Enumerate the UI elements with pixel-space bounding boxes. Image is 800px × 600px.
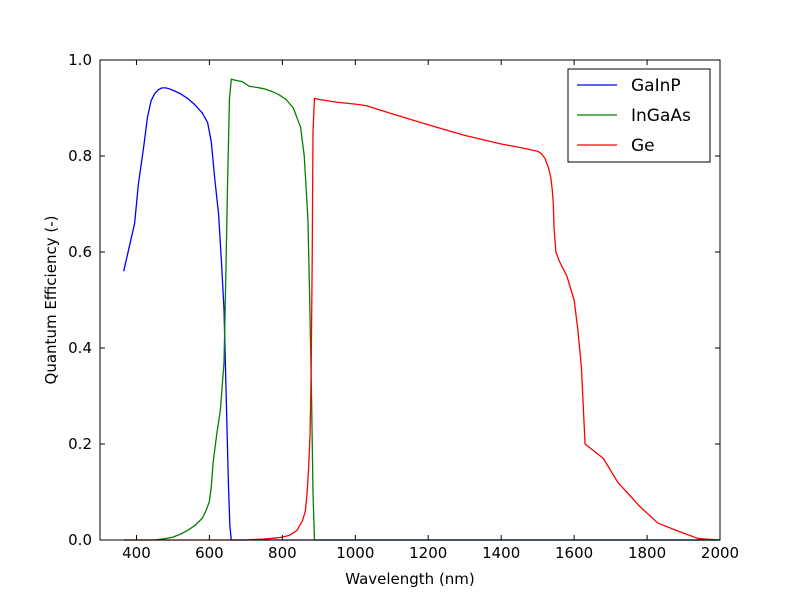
- y-tick-label: 0.2: [68, 435, 92, 453]
- plot-frame: [99, 59, 721, 541]
- y-tick-label: 1.0: [68, 51, 92, 69]
- x-tick-label: 1200: [409, 544, 447, 562]
- y-tick-label: 0.6: [68, 243, 92, 261]
- x-tick-label: 1400: [482, 544, 520, 562]
- legend-label-ingaas: InGaAs: [631, 106, 691, 126]
- y-tick-label: 0.4: [68, 339, 92, 357]
- series-line-ge: [123, 97, 721, 541]
- x-axis-title: Wavelength (nm): [345, 570, 475, 588]
- legend-label-ge: Ge: [631, 136, 655, 156]
- x-tick-label: 800: [268, 544, 297, 562]
- x-tick-label: 400: [122, 544, 151, 562]
- legend: GaInP InGaAs Ge: [567, 68, 711, 163]
- series-line-ingaas: [123, 78, 720, 541]
- series-layer: [123, 78, 721, 541]
- ticks-layer: 400 600 800 1000 1200 1400 1600 1800 2000 0.0 0.2 0…: [68, 51, 739, 562]
- y-axis-title: Quantum Efficiency (-): [42, 216, 60, 385]
- y-tick-label: 0.0: [68, 531, 92, 549]
- series-line-gainp: [123, 87, 720, 541]
- x-tick-label: 600: [195, 544, 224, 562]
- y-tick-label: 0.8: [68, 147, 92, 165]
- x-tick-label: 1800: [628, 544, 666, 562]
- legend-label-gainp: GaInP: [631, 76, 681, 96]
- x-tick-label: 2000: [701, 544, 739, 562]
- x-tick-label: 1000: [336, 544, 374, 562]
- x-tick-label: 1600: [555, 544, 593, 562]
